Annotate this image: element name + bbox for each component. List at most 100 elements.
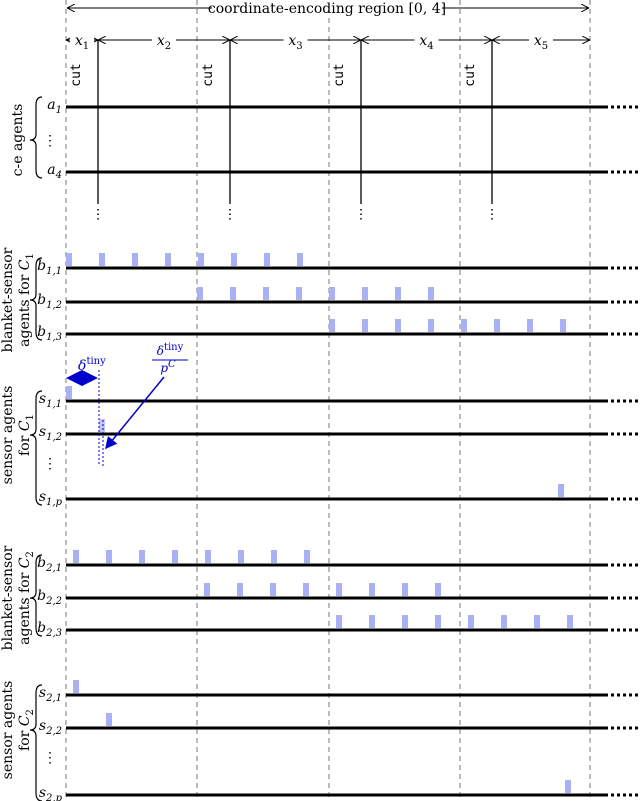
agent-block <box>238 550 244 563</box>
agent-block <box>461 319 467 332</box>
cut-label: cut <box>69 63 84 86</box>
agent-block <box>73 680 79 693</box>
text-part: 2 <box>25 709 36 715</box>
interval-label: x1 <box>75 33 89 52</box>
interval-label: x2 <box>157 33 171 52</box>
agent-block <box>270 583 276 596</box>
text-part: s <box>39 718 46 734</box>
agent-block <box>99 419 105 432</box>
brace <box>29 96 43 179</box>
agent-block <box>304 550 310 563</box>
agent-block <box>230 287 236 300</box>
agent-block <box>231 253 237 266</box>
text-part: s <box>39 685 46 701</box>
text-part: s <box>39 391 46 407</box>
fraction-arrow <box>105 376 165 450</box>
agent-block <box>336 583 342 596</box>
text-part: c-e agents <box>10 104 26 177</box>
text-part: s <box>39 785 46 801</box>
brace <box>29 684 43 801</box>
agent-block <box>132 253 138 266</box>
text-part: s <box>39 424 46 440</box>
text-part: 2,2 <box>45 726 62 737</box>
interval-label: x3 <box>288 33 302 52</box>
agent-block <box>205 550 211 563</box>
text-part: C <box>17 557 33 568</box>
label-bg <box>212 0 442 16</box>
row-label: b2,2 <box>37 588 62 607</box>
label-bg <box>152 30 176 48</box>
agent-block <box>336 615 342 628</box>
text-part: 1,1 <box>46 266 62 277</box>
agent-block <box>237 583 243 596</box>
agent-block <box>494 319 500 332</box>
cut-label: cut <box>332 63 347 86</box>
row-label: s1,2 <box>39 424 62 443</box>
agent-block <box>106 550 112 563</box>
agent-block <box>501 615 507 628</box>
group-label: for C1 <box>17 414 36 456</box>
text-part: sensor agents <box>0 386 16 485</box>
agent-block <box>271 550 277 563</box>
agent-block <box>565 780 571 793</box>
text-part: for <box>17 431 33 456</box>
text-part: a <box>47 97 55 113</box>
row-label: b2,3 <box>37 620 62 639</box>
agent-block <box>435 583 441 596</box>
agent-block <box>139 550 145 563</box>
interval-label: x5 <box>534 33 548 52</box>
text-part: x <box>534 33 542 49</box>
agent-block <box>99 253 105 266</box>
label-bg <box>414 30 439 48</box>
row-label: a1 <box>47 97 62 116</box>
label-bg <box>283 30 308 48</box>
agent-block <box>303 583 309 596</box>
text-part: 5 <box>542 41 548 52</box>
text-part: C <box>168 359 176 370</box>
text-part: x <box>419 33 427 49</box>
agent-block <box>296 287 302 300</box>
text-part: b <box>37 258 46 274</box>
group-label: agents for C2 <box>17 551 36 645</box>
text-part: 2,1 <box>45 563 62 574</box>
agent-block <box>527 319 533 332</box>
text-part: s <box>39 489 46 505</box>
agent-block <box>395 287 401 300</box>
text-part: 1,2 <box>46 300 62 311</box>
text-part: 1 <box>56 105 62 116</box>
agent-block <box>402 615 408 628</box>
text-part: δ <box>157 344 164 358</box>
agent-block <box>263 287 269 300</box>
cut-label: cut <box>463 63 478 86</box>
text-part: 4 <box>427 41 433 52</box>
agent-block <box>197 287 203 300</box>
text-part: 1 <box>25 253 36 259</box>
text-part: 1 <box>25 414 36 420</box>
row-label: s2,1 <box>39 685 62 704</box>
text-part: tiny <box>164 342 184 353</box>
agent-block <box>362 319 368 332</box>
fraction-num: δtiny <box>157 342 184 358</box>
text-part: 1,p <box>46 497 63 508</box>
agent-block <box>428 287 434 300</box>
row-label: s2,p <box>39 785 63 801</box>
fraction-den: pC <box>160 359 176 375</box>
text-part: b <box>37 555 46 571</box>
text-part: 1 <box>83 41 89 52</box>
label-bg <box>70 30 94 48</box>
group-label: sensor agents <box>0 681 16 780</box>
text-part: agents for <box>17 270 33 347</box>
brace <box>29 554 43 637</box>
agent-block <box>329 319 335 332</box>
agent-block <box>73 550 79 563</box>
text-part: C <box>17 715 33 726</box>
agent-block <box>534 615 540 628</box>
agent-block <box>362 287 368 300</box>
text-part: 2,1 <box>45 693 62 704</box>
agent-block <box>329 287 335 300</box>
group-label: c-e agents <box>10 104 26 177</box>
text-part: x <box>288 33 296 49</box>
text-part: 4 <box>55 170 62 181</box>
interval-label: x4 <box>419 33 433 52</box>
text-part: 1,1 <box>46 399 62 410</box>
